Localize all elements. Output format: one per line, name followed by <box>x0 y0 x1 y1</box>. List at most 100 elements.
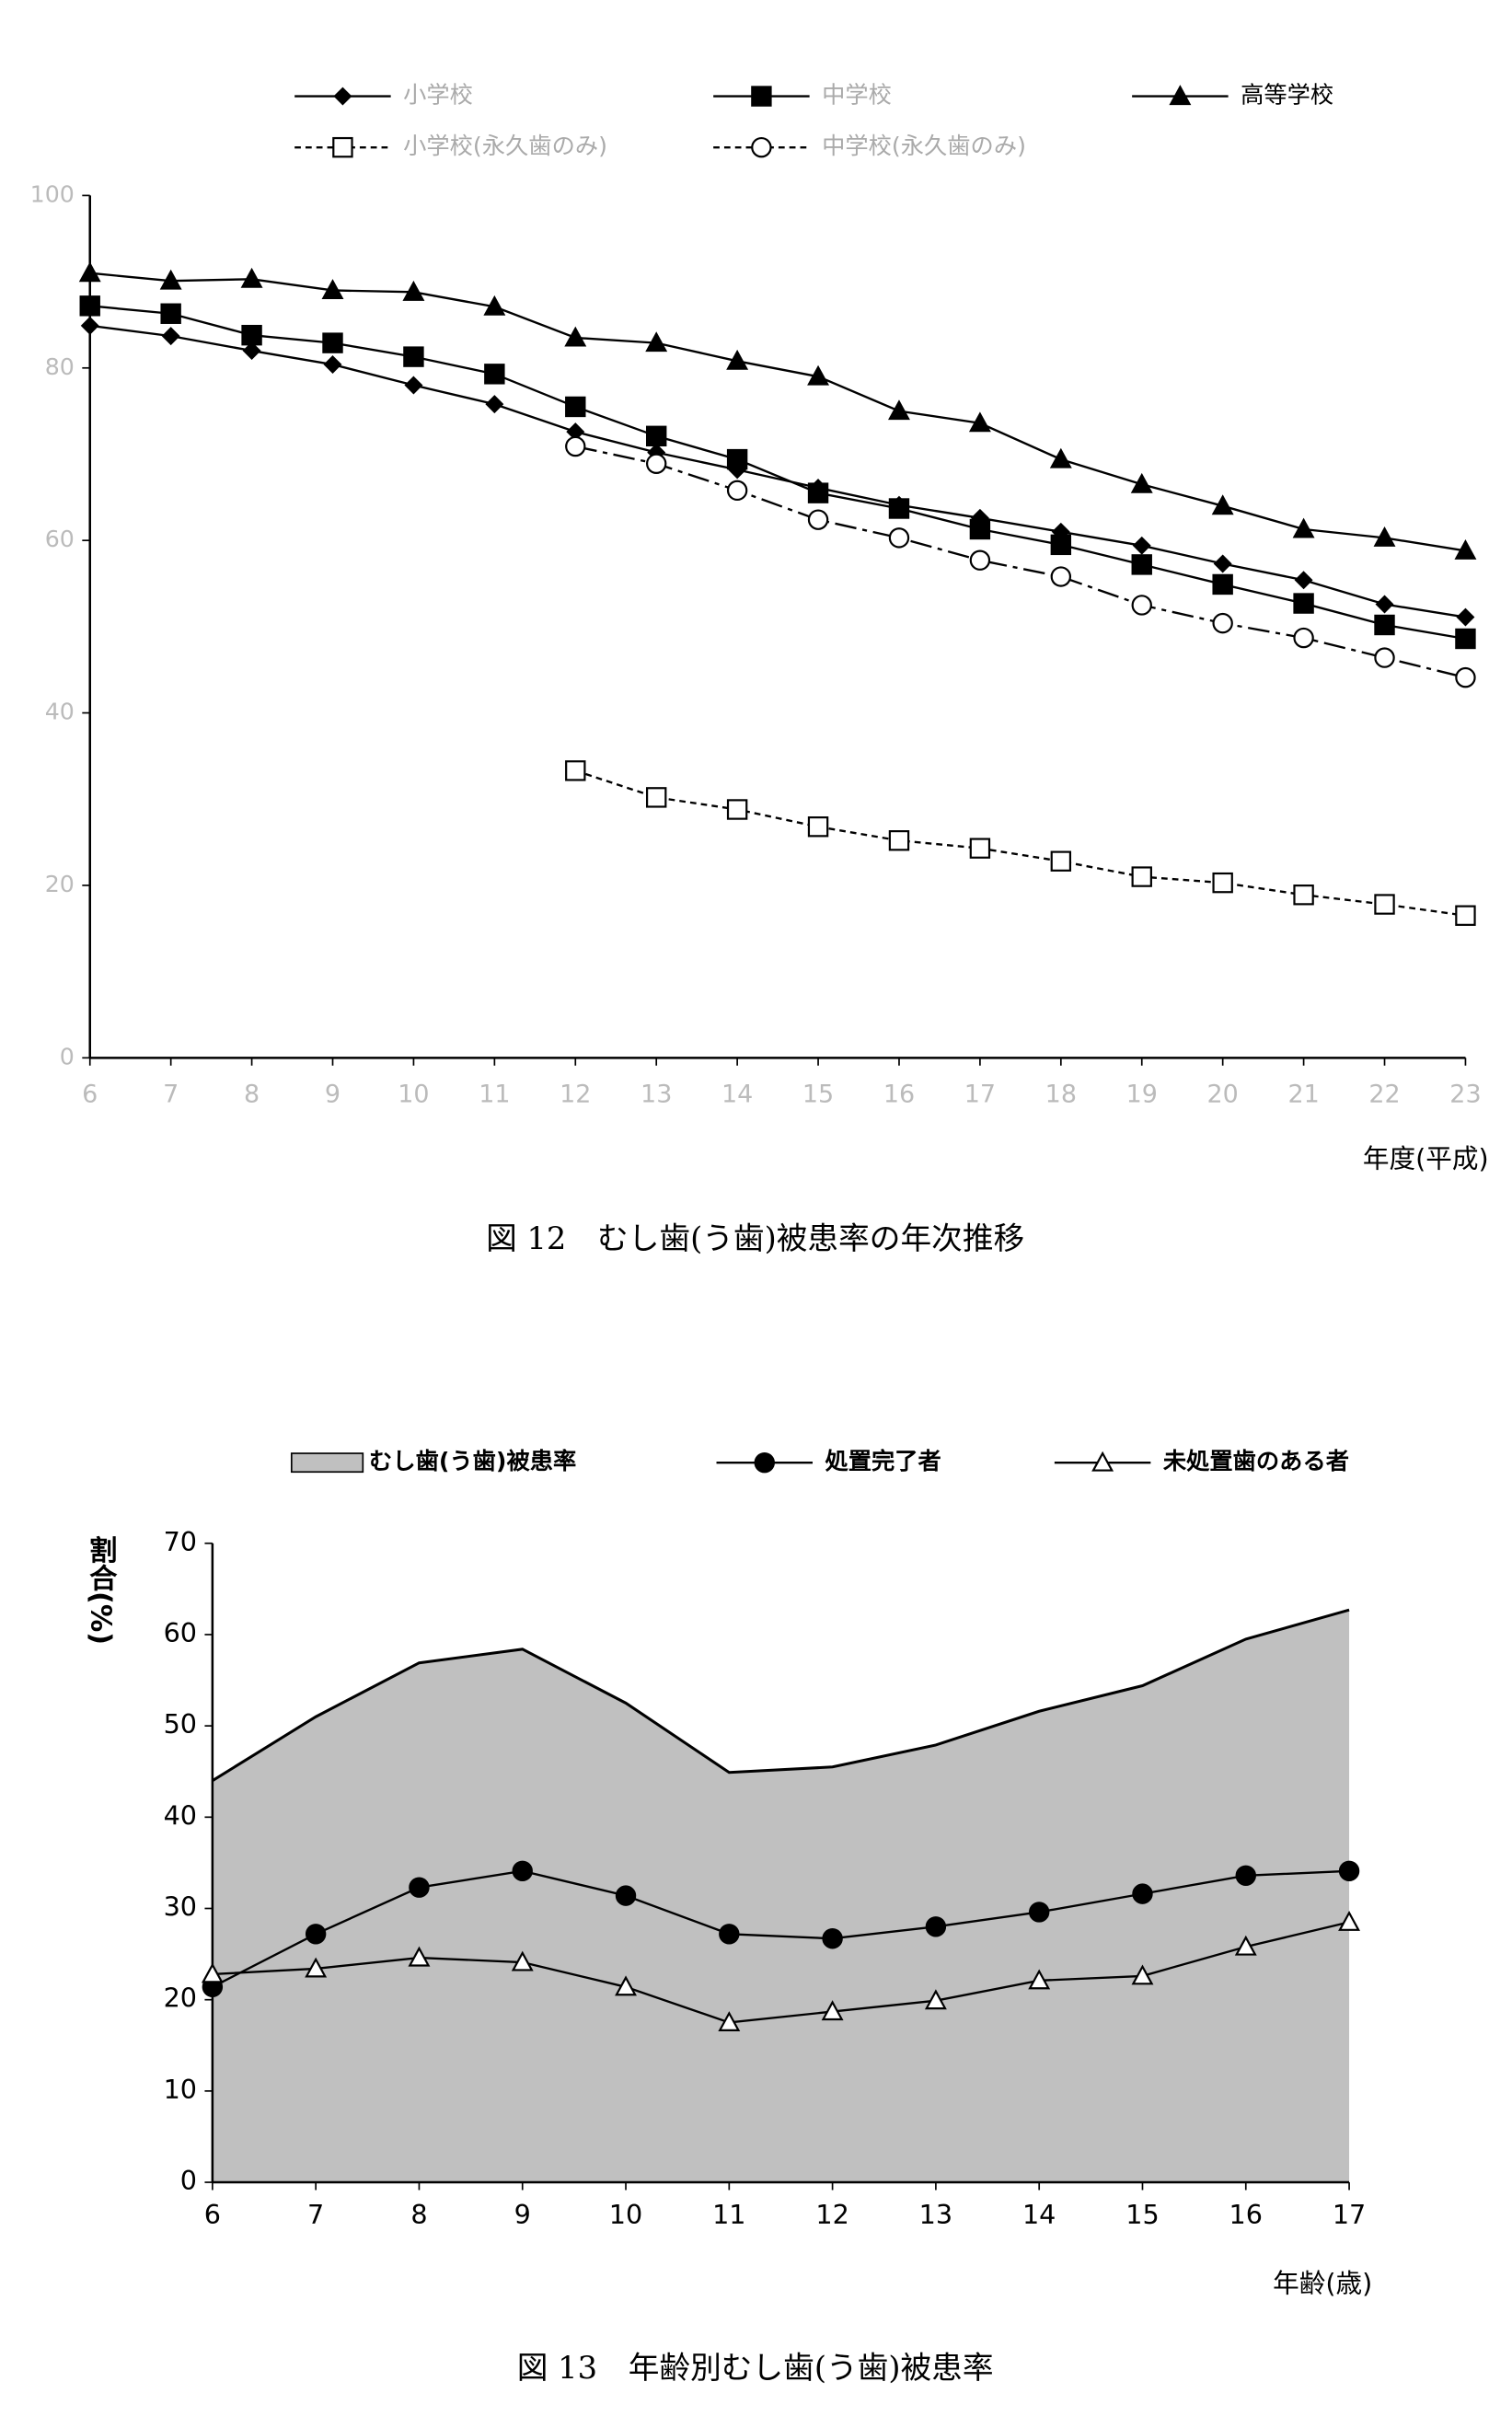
x-tick-label: 6 <box>82 1080 98 1108</box>
marker <box>408 1946 431 1967</box>
marker <box>888 527 910 549</box>
marker <box>1455 666 1476 688</box>
marker <box>565 435 586 457</box>
marker <box>1455 628 1476 650</box>
marker <box>726 480 748 502</box>
x-tick-label: 10 <box>609 2199 642 2230</box>
x-tick-label: 13 <box>919 2199 952 2230</box>
marker <box>1049 447 1072 468</box>
marker <box>1211 494 1234 515</box>
caption: 図 13 年齢別むし歯(う歯)被患率 <box>517 2350 994 2386</box>
y-tick-label: 70 <box>164 1526 197 1557</box>
y-tick-label: 40 <box>164 1799 197 1831</box>
x-tick-label: 23 <box>1449 1080 1481 1108</box>
marker <box>1028 1902 1050 1923</box>
x-axis-title: 年齢(歳) <box>1273 2267 1372 2298</box>
marker <box>1130 472 1153 493</box>
series-line <box>574 769 1466 917</box>
x-tick-label: 18 <box>1045 1080 1077 1108</box>
marker <box>321 279 344 299</box>
y-tick-label: 40 <box>45 699 75 725</box>
marker <box>807 364 830 386</box>
x-tick-label: 12 <box>560 1080 591 1108</box>
marker <box>1132 1883 1153 1904</box>
marker <box>1373 526 1396 547</box>
marker <box>888 399 910 421</box>
y-tick-label: 20 <box>45 871 75 897</box>
marker <box>1374 894 1395 915</box>
x-tick-label: 8 <box>244 1080 260 1108</box>
x-tick-label: 22 <box>1368 1080 1400 1108</box>
legend-swatch <box>290 1452 364 1474</box>
marker <box>1454 539 1477 560</box>
marker <box>1235 1865 1256 1887</box>
marker <box>409 1877 430 1898</box>
marker <box>161 327 180 346</box>
marker <box>240 267 263 288</box>
marker <box>403 346 424 367</box>
marker <box>1293 884 1314 906</box>
legend-label: 高等学校 <box>1241 82 1333 109</box>
legend-marker <box>754 1451 775 1474</box>
series-line <box>212 1869 1350 1988</box>
y-tick-label: 10 <box>164 2074 197 2105</box>
marker <box>1131 1964 1154 1985</box>
marker <box>483 295 506 316</box>
marker <box>1028 1969 1051 1990</box>
marker <box>242 341 261 361</box>
marker <box>1374 647 1395 668</box>
marker <box>323 355 342 375</box>
marker <box>1338 1910 1361 1931</box>
legend-label: むし歯(う歯)被患率 <box>369 1448 576 1474</box>
marker <box>615 1975 637 1996</box>
marker <box>821 2000 844 2021</box>
y-tick-label: 100 <box>30 180 75 207</box>
y-axis-title: 割合(%) <box>84 1535 117 1645</box>
marker <box>1212 612 1233 634</box>
marker <box>645 453 667 474</box>
marker <box>159 269 182 290</box>
marker <box>969 838 991 859</box>
y-tick-label: 60 <box>164 1617 197 1648</box>
y-tick-label: 0 <box>180 2165 197 2196</box>
marker <box>1212 872 1233 894</box>
x-tick-label: 17 <box>1333 2199 1366 2230</box>
marker <box>1212 573 1233 595</box>
marker <box>485 395 504 414</box>
x-tick-label: 11 <box>712 2199 745 2230</box>
marker <box>1293 593 1314 614</box>
marker <box>888 830 910 851</box>
marker <box>565 760 586 781</box>
marker <box>807 482 829 503</box>
legend-marker <box>751 86 772 107</box>
x-tick-label: 16 <box>1229 2199 1263 2230</box>
marker <box>969 518 991 540</box>
y-tick-label: 60 <box>45 526 75 552</box>
y-tick-label: 0 <box>60 1043 75 1069</box>
y-tick-label: 50 <box>164 1708 197 1740</box>
series-line <box>89 324 1466 619</box>
legend-label: 中学校(永久歯のみ) <box>822 133 1026 159</box>
marker <box>1456 607 1475 627</box>
marker <box>1131 595 1152 616</box>
marker <box>79 295 100 317</box>
caption: 図 12 むし歯(う歯)被患率の年次推移 <box>486 1220 1024 1256</box>
marker <box>305 1957 328 1978</box>
legend-marker <box>332 136 353 158</box>
marker <box>1050 534 1072 556</box>
x-tick-label: 10 <box>398 1080 429 1108</box>
marker <box>1375 595 1394 614</box>
marker <box>201 1962 224 1983</box>
marker <box>1132 536 1151 555</box>
marker <box>822 1928 843 1949</box>
x-tick-label: 13 <box>641 1080 672 1108</box>
marker <box>1131 866 1152 887</box>
marker <box>1234 1935 1257 1956</box>
legend-label: 未処置歯のある者 <box>1163 1448 1349 1474</box>
marker <box>807 509 829 530</box>
marker <box>925 1916 947 1937</box>
x-tick-label: 21 <box>1287 1080 1319 1108</box>
series-line <box>89 272 1466 552</box>
x-tick-label: 7 <box>307 2199 324 2230</box>
marker <box>1293 627 1314 649</box>
